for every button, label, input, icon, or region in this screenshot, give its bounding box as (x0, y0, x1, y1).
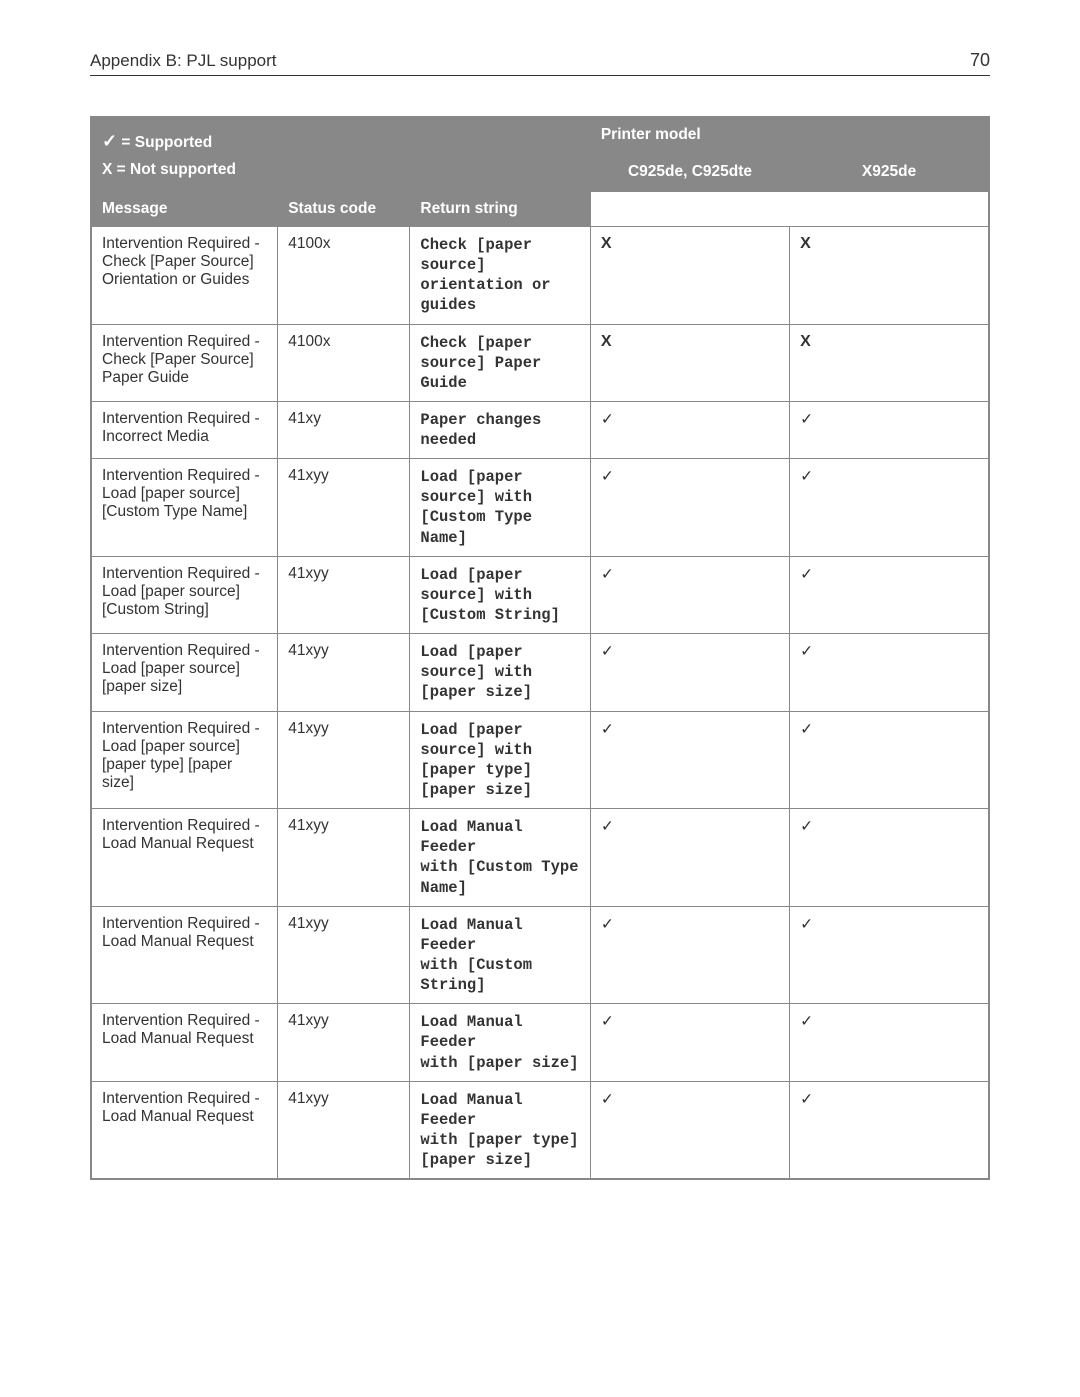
status-code-header: Status code (278, 191, 410, 226)
status-code-cell: 41xyy (278, 809, 410, 907)
table-row: Intervention Required - Check [Paper Sou… (91, 226, 989, 324)
model2-cell: ✓ (790, 459, 989, 557)
message-cell: Intervention Required - Load Manual Requ… (91, 809, 278, 907)
model1-cell: ✓ (590, 401, 789, 458)
model2-cell: ✓ (790, 1004, 989, 1081)
table-row: Intervention Required - Load [paper sour… (91, 556, 989, 633)
return-string-cell: Load Manual Feeder with [Custom Type Nam… (410, 809, 590, 907)
model2-cell: X (790, 226, 989, 324)
table-row: Intervention Required - Load Manual Requ… (91, 1004, 989, 1081)
model1-cell: ✓ (590, 634, 789, 711)
legend-not-supported: X = Not supported (102, 161, 236, 178)
model2-cell: X (790, 324, 989, 401)
status-code-cell: 41xyy (278, 556, 410, 633)
status-code-cell: 41xyy (278, 1004, 410, 1081)
return-string-cell: Check [paper source] orientation or guid… (410, 226, 590, 324)
status-code-cell: 41xyy (278, 906, 410, 1004)
message-cell: Intervention Required - Load [paper sour… (91, 711, 278, 809)
model1-cell: X (590, 226, 789, 324)
message-cell: Intervention Required - Load Manual Requ… (91, 906, 278, 1004)
legend-cell: ✓ = Supported X = Not supported (91, 117, 590, 191)
message-cell: Intervention Required - Load Manual Requ… (91, 1004, 278, 1081)
model2-cell: ✓ (790, 556, 989, 633)
model2-cell: ✓ (790, 906, 989, 1004)
model2-cell: ✓ (790, 809, 989, 907)
status-code-cell: 4100x (278, 324, 410, 401)
message-cell: Intervention Required - Incorrect Media (91, 401, 278, 458)
model1-cell: ✓ (590, 1004, 789, 1081)
status-code-cell: 41xyy (278, 711, 410, 809)
status-code-cell: 4100x (278, 226, 410, 324)
page-number: 70 (970, 50, 990, 71)
model1-cell: ✓ (590, 459, 789, 557)
status-code-cell: 41xyy (278, 459, 410, 557)
table-row: Intervention Required - Load Manual Requ… (91, 906, 989, 1004)
message-cell: Intervention Required - Load [paper sour… (91, 459, 278, 557)
return-string-cell: Load [paper source] with [Custom Type Na… (410, 459, 590, 557)
model2-cell: ✓ (790, 1081, 989, 1179)
table-row: Intervention Required - Load [paper sour… (91, 459, 989, 557)
check-icon: ✓ (102, 131, 117, 151)
message-cell: Intervention Required - Check [Paper Sou… (91, 324, 278, 401)
model1-cell: ✓ (590, 556, 789, 633)
return-string-cell: Load Manual Feeder with [paper type] [pa… (410, 1081, 590, 1179)
return-string-cell: Load Manual Feeder with [paper size] (410, 1004, 590, 1081)
return-string-cell: Load [paper source] with [paper type] [p… (410, 711, 590, 809)
return-string-header: Return string (410, 191, 590, 226)
table-row: Intervention Required - Check [Paper Sou… (91, 324, 989, 401)
table-row: Intervention Required - Load Manual Requ… (91, 809, 989, 907)
model1-cell: X (590, 324, 789, 401)
table-row: Intervention Required - Load [paper sour… (91, 634, 989, 711)
model2-cell: ✓ (790, 401, 989, 458)
return-string-cell: Paper changes needed (410, 401, 590, 458)
model1-header: C925de, C925dte (590, 154, 789, 191)
model2-cell: ✓ (790, 634, 989, 711)
status-code-cell: 41xyy (278, 1081, 410, 1179)
return-string-cell: Load [paper source] with [paper size] (410, 634, 590, 711)
message-header: Message (91, 191, 278, 226)
message-cell: Intervention Required - Load [paper sour… (91, 634, 278, 711)
model1-cell: ✓ (590, 809, 789, 907)
return-string-cell: Load Manual Feeder with [Custom String] (410, 906, 590, 1004)
return-string-cell: Load [paper source] with [Custom String] (410, 556, 590, 633)
page-header: Appendix B: PJL support 70 (90, 50, 990, 76)
model1-cell: ✓ (590, 906, 789, 1004)
return-string-cell: Check [paper source] Paper Guide (410, 324, 590, 401)
model1-cell: ✓ (590, 1081, 789, 1179)
message-cell: Intervention Required - Check [Paper Sou… (91, 226, 278, 324)
table-row: Intervention Required - Load [paper sour… (91, 711, 989, 809)
section-title: Appendix B: PJL support (90, 51, 277, 71)
model2-header: X925de (790, 154, 989, 191)
legend-supported: = Supported (117, 134, 212, 151)
message-cell: Intervention Required - Load Manual Requ… (91, 1081, 278, 1179)
status-code-cell: 41xyy (278, 634, 410, 711)
printer-model-header: Printer model (590, 117, 989, 154)
table-row: Intervention Required - Load Manual Requ… (91, 1081, 989, 1179)
status-code-cell: 41xy (278, 401, 410, 458)
table-row: Intervention Required - Incorrect Media4… (91, 401, 989, 458)
support-table: ✓ = Supported X = Not supported Printer … (90, 116, 990, 1180)
message-cell: Intervention Required - Load [paper sour… (91, 556, 278, 633)
table-body: Intervention Required - Check [Paper Sou… (91, 226, 989, 1179)
model1-cell: ✓ (590, 711, 789, 809)
model2-cell: ✓ (790, 711, 989, 809)
